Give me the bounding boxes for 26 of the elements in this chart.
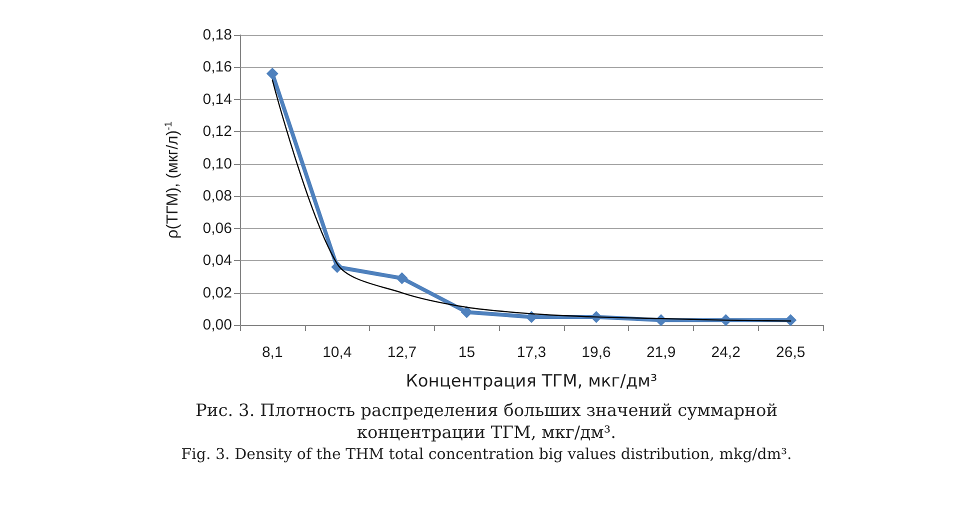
y-tick-label: 0,12 [202,123,232,140]
x-tick-label: 8,1 [262,344,283,361]
x-tick-label: 15 [458,344,476,361]
y-tick-label: 0,14 [202,90,232,108]
y-tick-label: 0,04 [202,252,232,270]
x-tick-label: 12,7 [387,344,417,361]
y-tick-label: 0,06 [202,220,232,237]
x-tick-label: 19,6 [582,344,611,361]
x-tick-label: 17,3 [516,344,546,361]
x-tick-label: 10,4 [322,344,352,361]
caption: Fig. 3. Density of the THM total concentration big values distribution, mkg/dm³. [180,444,793,464]
text: Рис. 3. Плотность распределения больших значений суммарной концентрации ТГМ, мкг/дм³. [194,400,779,444]
point [266,68,278,80]
y-tick-label: 0,02 [202,284,232,302]
y-axis-title: ρ(ТГМ), (мкг/л)-1 [164,120,182,239]
x-tick-label: 21,9 [646,344,676,361]
x-tick-label: 24,2 [711,344,740,361]
y-tick-label: 0,16 [202,58,232,76]
point [396,272,408,284]
x-tick-label: 26,5 [776,344,806,361]
point [784,314,797,326]
y-tick-label: 0,08 [202,188,232,205]
y-tick-label: 0,10 [202,155,232,172]
y-tick-label: 0,18 [202,26,232,44]
y-tick-label: 0,00 [202,316,232,334]
x-axis-title: Концентрация ТГМ, мкг/дм³ [406,372,658,392]
